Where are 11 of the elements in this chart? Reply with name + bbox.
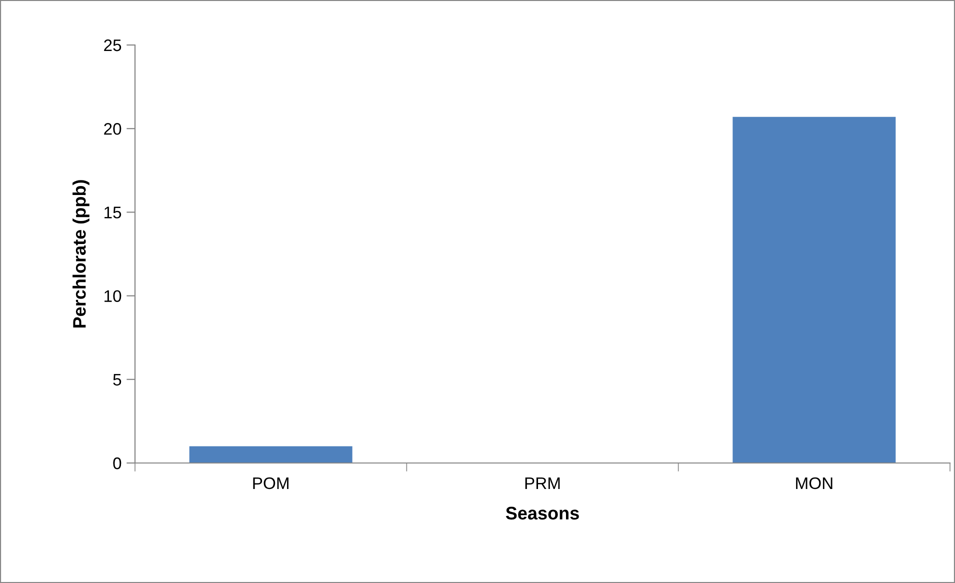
x-tick-label: MON (796, 477, 832, 490)
x-tick-label: PRM (525, 478, 560, 489)
y-tick-label: 15 (104, 206, 122, 218)
x-tick-label: POM (253, 477, 288, 490)
y-tick-label: 5 (113, 374, 122, 386)
y-axis-title: Perchlorate (ppb) (72, 180, 90, 328)
y-tick-label: 20 (104, 123, 122, 135)
x-axis-title: Seasons (506, 506, 579, 520)
y-tick-label: 0 (113, 457, 122, 470)
y-tick-label: 25 (104, 39, 122, 52)
y-tick-label: 10 (104, 290, 122, 302)
